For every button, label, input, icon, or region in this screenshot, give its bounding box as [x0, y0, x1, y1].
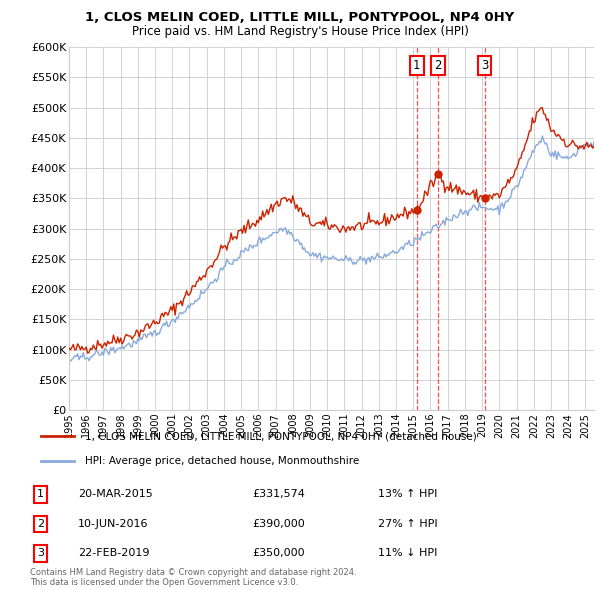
Text: 1, CLOS MELIN COED, LITTLE MILL, PONTYPOOL, NP4 0HY: 1, CLOS MELIN COED, LITTLE MILL, PONTYPO…: [85, 11, 515, 24]
Text: 10-JUN-2016: 10-JUN-2016: [78, 519, 149, 529]
Text: £390,000: £390,000: [252, 519, 305, 529]
Text: 22-FEB-2019: 22-FEB-2019: [78, 549, 149, 558]
Text: 1: 1: [413, 59, 421, 72]
Text: 27% ↑ HPI: 27% ↑ HPI: [378, 519, 437, 529]
Text: 11% ↓ HPI: 11% ↓ HPI: [378, 549, 437, 558]
Text: £350,000: £350,000: [252, 549, 305, 558]
Text: Contains HM Land Registry data © Crown copyright and database right 2024.: Contains HM Land Registry data © Crown c…: [30, 568, 356, 577]
Text: 3: 3: [37, 549, 44, 558]
Text: HPI: Average price, detached house, Monmouthshire: HPI: Average price, detached house, Monm…: [85, 455, 359, 466]
Text: 2: 2: [37, 519, 44, 529]
Text: 2: 2: [434, 59, 442, 72]
Text: £331,574: £331,574: [252, 490, 305, 499]
Text: 3: 3: [481, 59, 488, 72]
Text: Price paid vs. HM Land Registry's House Price Index (HPI): Price paid vs. HM Land Registry's House …: [131, 25, 469, 38]
Text: 1: 1: [37, 490, 44, 499]
Text: This data is licensed under the Open Government Licence v3.0.: This data is licensed under the Open Gov…: [30, 578, 298, 587]
Text: 1, CLOS MELIN COED, LITTLE MILL, PONTYPOOL, NP4 0HY (detached house): 1, CLOS MELIN COED, LITTLE MILL, PONTYPO…: [85, 431, 477, 441]
Text: 13% ↑ HPI: 13% ↑ HPI: [378, 490, 437, 499]
Text: 20-MAR-2015: 20-MAR-2015: [78, 490, 153, 499]
